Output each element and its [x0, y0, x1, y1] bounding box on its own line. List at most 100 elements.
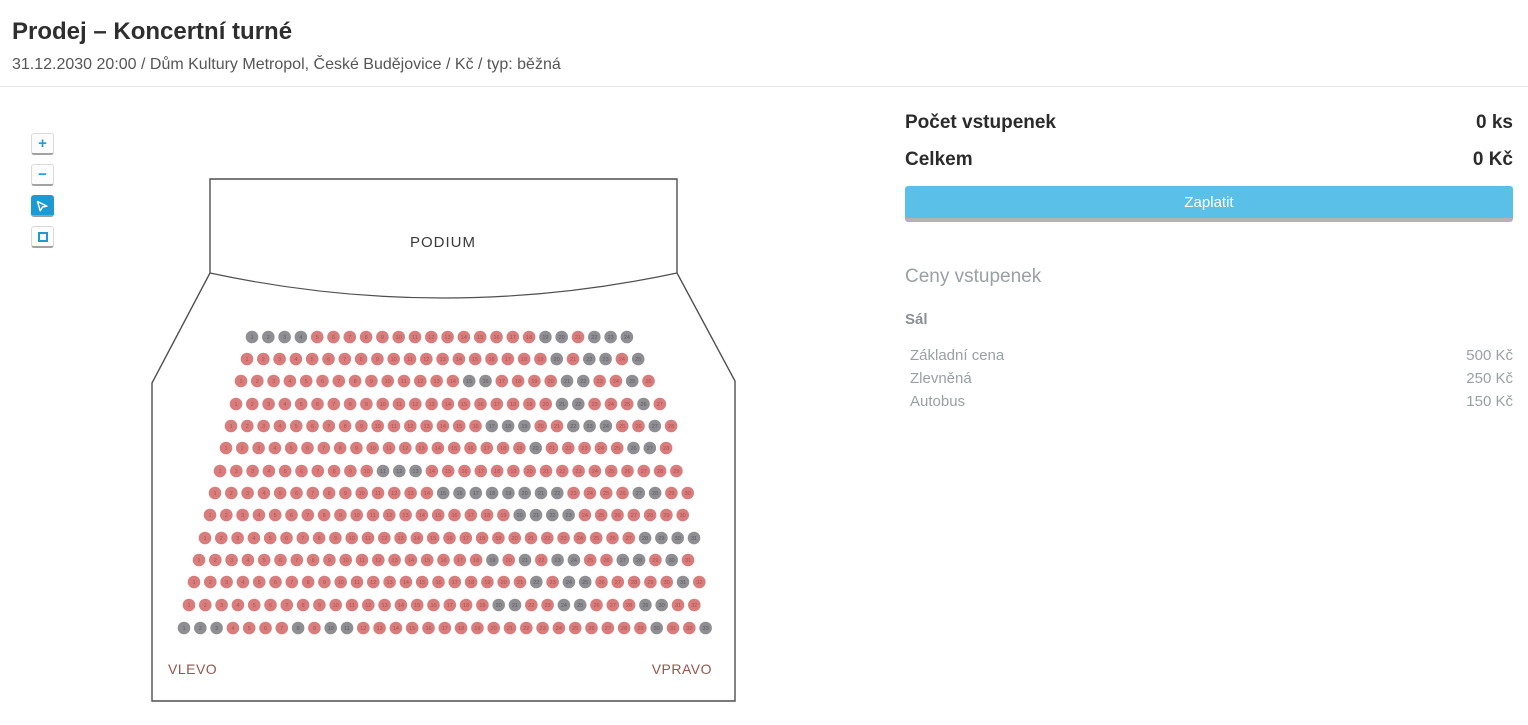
seat-4-10[interactable] [376, 397, 390, 411]
seat-2-6[interactable] [322, 352, 335, 366]
seat-2-18[interactable] [517, 352, 531, 366]
seat-5-2[interactable] [241, 419, 254, 433]
seat-5-28[interactable] [664, 419, 678, 433]
seat-6-16[interactable] [464, 441, 477, 455]
seat-2-7[interactable] [338, 352, 352, 366]
seat-10-8[interactable] [312, 531, 326, 545]
seat-13-5[interactable] [247, 598, 261, 612]
seat-8-25[interactable] [599, 486, 613, 500]
seat-11-29[interactable] [649, 553, 662, 567]
seat-13-32[interactable] [688, 598, 701, 612]
seat-6-8[interactable] [333, 441, 347, 455]
seat-11-20[interactable] [502, 553, 515, 567]
seat-6-2[interactable] [236, 441, 249, 455]
seat-8-7[interactable] [306, 486, 320, 500]
seat-12-14[interactable] [399, 575, 413, 589]
seat-1-14[interactable] [457, 330, 471, 344]
seat-6-22[interactable] [562, 441, 575, 455]
seat-3-7[interactable] [332, 374, 346, 388]
seat-13-28[interactable] [622, 598, 636, 612]
rectangle-select-button[interactable] [31, 226, 54, 248]
seat-12-10[interactable] [334, 575, 348, 589]
seat-6-5[interactable] [284, 441, 298, 455]
seat-2-19[interactable] [534, 352, 547, 366]
seat-12-7[interactable] [285, 575, 299, 589]
seat-1-16[interactable] [490, 330, 503, 344]
seat-11-11[interactable] [355, 553, 369, 567]
seat-10-12[interactable] [378, 531, 391, 545]
seat-5-12[interactable] [404, 419, 417, 433]
seat-3-18[interactable] [511, 374, 525, 388]
seat-5-20[interactable] [534, 419, 547, 433]
seat-10-26[interactable] [606, 531, 619, 545]
seat-4-2[interactable] [246, 397, 259, 411]
seat-14-31[interactable] [666, 621, 680, 635]
seat-11-9[interactable] [323, 553, 336, 567]
seat-14-20[interactable] [487, 621, 501, 635]
seat-3-3[interactable] [267, 374, 280, 388]
seat-11-18[interactable] [469, 553, 483, 567]
seat-11-14[interactable] [404, 553, 418, 567]
seat-14-13[interactable] [373, 621, 386, 635]
seat-13-18[interactable] [459, 598, 473, 612]
seat-10-11[interactable] [361, 531, 375, 545]
seat-5-7[interactable] [322, 419, 336, 433]
seat-4-14[interactable] [441, 397, 455, 411]
seat-12-20[interactable] [497, 575, 511, 589]
seat-2-13[interactable] [436, 352, 449, 366]
seat-2-24[interactable] [615, 352, 629, 366]
seat-4-13[interactable] [425, 397, 438, 411]
seat-11-17[interactable] [453, 553, 467, 567]
seat-14-12[interactable] [357, 621, 370, 635]
seat-14-27[interactable] [601, 621, 615, 635]
seat-6-1[interactable] [219, 441, 233, 455]
seat-5-3[interactable] [257, 419, 270, 433]
seat-13-15[interactable] [410, 598, 424, 612]
seat-12-3[interactable] [220, 575, 233, 589]
seat-14-21[interactable] [503, 621, 517, 635]
seat-6-12[interactable] [399, 441, 412, 455]
seat-11-25[interactable] [583, 553, 597, 567]
seat-12-11[interactable] [350, 575, 364, 589]
seat-12-19[interactable] [481, 575, 494, 589]
seat-13-31[interactable] [671, 598, 685, 612]
seat-2-1[interactable] [240, 352, 254, 366]
seat-9-8[interactable] [317, 508, 331, 522]
seat-7-23[interactable] [572, 464, 585, 478]
seat-13-8[interactable] [296, 598, 310, 612]
seat-6-21[interactable] [545, 441, 559, 455]
seat-6-14[interactable] [431, 441, 445, 455]
seat-7-26[interactable] [621, 464, 634, 478]
seat-10-20[interactable] [508, 531, 521, 545]
seat-9-13[interactable] [399, 508, 412, 522]
seat-14-17[interactable] [438, 621, 452, 635]
seat-7-1[interactable] [213, 464, 227, 478]
seat-8-2[interactable] [225, 486, 238, 500]
seat-10-7[interactable] [296, 531, 310, 545]
seat-11-15[interactable] [420, 553, 434, 567]
seat-7-20[interactable] [523, 464, 536, 478]
seat-1-17[interactable] [506, 330, 520, 344]
seat-12-15[interactable] [415, 575, 429, 589]
seat-10-14[interactable] [410, 531, 424, 545]
seat-7-21[interactable] [539, 464, 553, 478]
seat-11-10[interactable] [339, 553, 353, 567]
seat-3-26[interactable] [642, 374, 655, 388]
seat-12-12[interactable] [367, 575, 380, 589]
seat-9-5[interactable] [268, 508, 282, 522]
seat-12-6[interactable] [269, 575, 282, 589]
seat-13-27[interactable] [606, 598, 620, 612]
seat-6-7[interactable] [317, 441, 331, 455]
seat-9-17[interactable] [464, 508, 478, 522]
seat-6-3[interactable] [252, 441, 265, 455]
seat-9-19[interactable] [497, 508, 510, 522]
seat-4-23[interactable] [588, 397, 601, 411]
seat-8-4[interactable] [257, 486, 271, 500]
seat-9-28[interactable] [643, 508, 657, 522]
seat-10-17[interactable] [459, 531, 473, 545]
seat-9-2[interactable] [220, 508, 233, 522]
seat-14-5[interactable] [242, 621, 256, 635]
cursor-select-button[interactable] [31, 195, 54, 217]
seat-14-29[interactable] [634, 621, 647, 635]
seat-9-16[interactable] [448, 508, 461, 522]
